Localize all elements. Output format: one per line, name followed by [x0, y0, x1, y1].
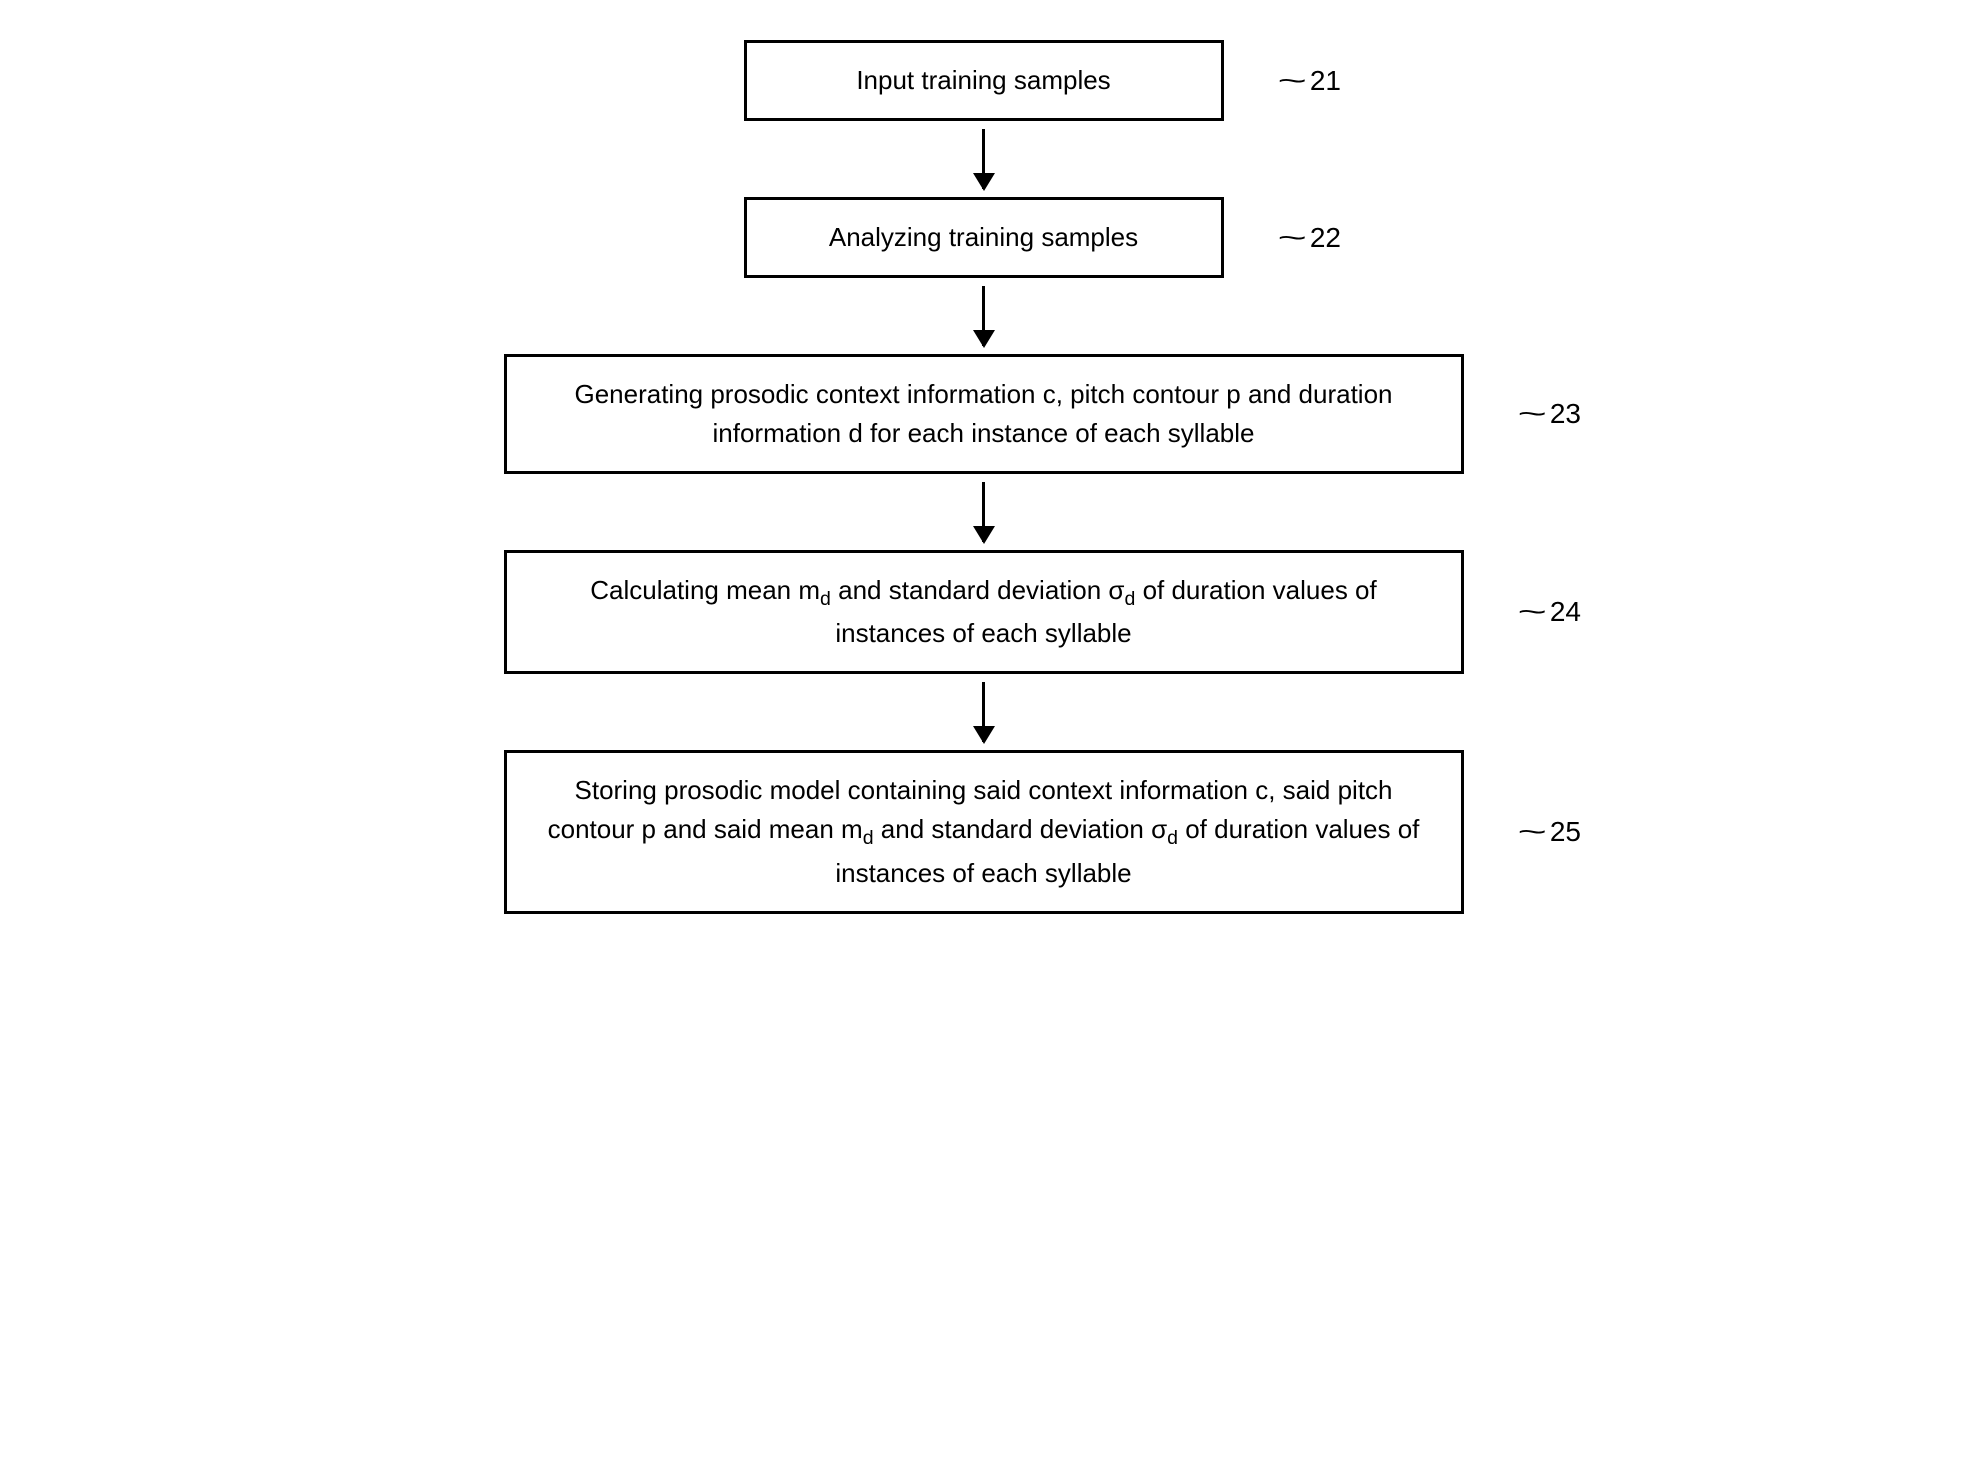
flowchart-node: Calculating mean md and standard deviati… [504, 550, 1464, 674]
flowchart-arrow [982, 129, 985, 189]
flowchart-node: Analyzing training samples [744, 197, 1224, 278]
flowchart-node: Input training samples [744, 40, 1224, 121]
flowchart-row: Analyzing training samples ~22 [384, 197, 1584, 278]
flowchart-container: Input training samples ~21 Analyzing tra… [384, 40, 1584, 914]
flowchart-ref-label: ~22 [1284, 222, 1342, 254]
flowchart-row: Storing prosodic model containing said c… [384, 750, 1584, 913]
flowchart-row: Input training samples ~21 [384, 40, 1584, 121]
flowchart-row: Calculating mean md and standard deviati… [384, 550, 1584, 674]
flowchart-arrow [982, 482, 985, 542]
flowchart-arrow [982, 286, 985, 346]
flowchart-row: Generating prosodic context information … [384, 354, 1584, 474]
flowchart-ref-label: ~24 [1524, 596, 1582, 628]
flowchart-ref-label: ~23 [1524, 398, 1582, 430]
flowchart-ref-label: ~25 [1524, 816, 1582, 848]
flowchart-node: Generating prosodic context information … [504, 354, 1464, 474]
flowchart-node: Storing prosodic model containing said c… [504, 750, 1464, 913]
flowchart-ref-label: ~21 [1284, 65, 1342, 97]
flowchart-arrow [982, 682, 985, 742]
